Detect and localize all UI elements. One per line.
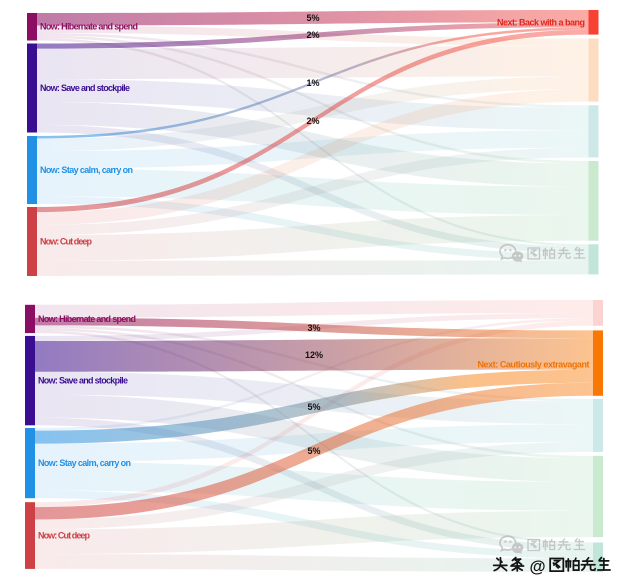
svg-text:3%: 3% — [307, 323, 320, 333]
svg-text:5%: 5% — [307, 446, 320, 456]
svg-text:2%: 2% — [306, 30, 319, 40]
svg-text:2%: 2% — [306, 116, 319, 126]
svg-text:Now: Hibernate and spend: Now: Hibernate and spend — [40, 22, 138, 32]
svg-text:Now: Stay calm, carry on: Now: Stay calm, carry on — [38, 458, 131, 468]
svg-text:Now: Hibernate and spend: Now: Hibernate and spend — [38, 314, 136, 324]
svg-text:5%: 5% — [307, 402, 320, 412]
svg-text:Now: Cut deep: Now: Cut deep — [38, 530, 91, 540]
svg-text:Next: Cautiously extravagant: Next: Cautiously extravagant — [478, 359, 590, 369]
svg-text:Now: Save and stockpile: Now: Save and stockpile — [38, 375, 128, 385]
svg-text:Now: Cut deep: Now: Cut deep — [40, 236, 93, 246]
svg-text:12%: 12% — [305, 350, 323, 360]
svg-text:Now: Save and stockpile: Now: Save and stockpile — [40, 83, 130, 93]
svg-text:@: @ — [530, 558, 546, 576]
svg-text:Next: Back with a bang: Next: Back with a bang — [497, 17, 585, 27]
svg-text:Now: Stay calm, carry on: Now: Stay calm, carry on — [40, 165, 133, 175]
svg-text:5%: 5% — [306, 13, 319, 23]
svg-text:1%: 1% — [306, 78, 319, 88]
